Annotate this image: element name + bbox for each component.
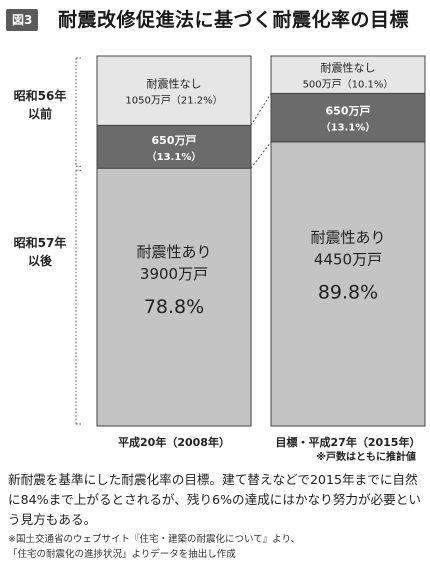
segment-label: 耐震性なし	[321, 61, 376, 75]
figure-title: 耐震改修促進法に基づく耐震化率の目標	[58, 9, 410, 31]
estimate-footnote: ※戸数はともに推計値	[316, 452, 416, 463]
segment-value: 4450万戸	[314, 251, 382, 269]
bar-segment	[270, 55, 426, 94]
segment-percent: 89.8%	[318, 282, 378, 304]
bar-segment	[96, 55, 252, 126]
connector-line	[250, 141, 272, 169]
segment-percent: （13.1%）	[147, 150, 202, 163]
group-label: 以前	[28, 106, 52, 121]
group-label: 以後	[28, 253, 53, 268]
figure-caption: 新耐震を基準にした耐震化率の目標。建て替えなどで2015年までに自然に84%まで…	[8, 472, 421, 527]
category-label: 目標・平成27年（2015年）	[276, 435, 421, 449]
bar-segment	[270, 141, 426, 427]
segment-value: 650万戸	[326, 105, 371, 118]
bar-segment	[96, 167, 252, 427]
segment-value: 500万戸（10.1%）	[303, 79, 394, 91]
segment-label: 耐震性なし	[147, 77, 202, 91]
segment-percent: 78.8%	[144, 296, 204, 318]
segment-value: 650万戸	[152, 134, 197, 147]
bar-segment	[270, 92, 426, 143]
group-label: 昭和57年	[14, 235, 67, 250]
segment-label: 耐震性あり	[136, 243, 211, 261]
figure-header: 図3 耐震改修促進法に基づく耐震化率の目標	[0, 0, 430, 42]
source-note: ※国土交通省のウェブサイト『住宅・建築の耐震化について』より、 「住宅の耐震化の…	[8, 532, 422, 562]
segment-value: 1050万戸（21.2%）	[125, 95, 222, 107]
figure-number-badge: 図3	[6, 9, 39, 31]
category-label: 平成20年（2008年）	[118, 435, 230, 449]
connector-line	[250, 93, 272, 126]
group-label: 昭和56年	[14, 88, 67, 103]
source-line-1: ※国土交通省のウェブサイト『住宅・建築の耐震化について』より、	[8, 534, 301, 545]
segment-value: 3900万戸	[140, 265, 208, 283]
segment-percent: （13.1%）	[321, 121, 376, 134]
bar-segment	[96, 124, 252, 169]
stacked-bar-chart: 耐震性あり 3900万戸 78.8% 650万戸 （13.1%） 耐震性なし 1050万戸（…	[14, 55, 426, 449]
segment-label: 耐震性あり	[310, 229, 385, 247]
source-line-2: 「住宅の耐震化の進捗状況」よりデータを抽出し作成	[8, 549, 236, 560]
